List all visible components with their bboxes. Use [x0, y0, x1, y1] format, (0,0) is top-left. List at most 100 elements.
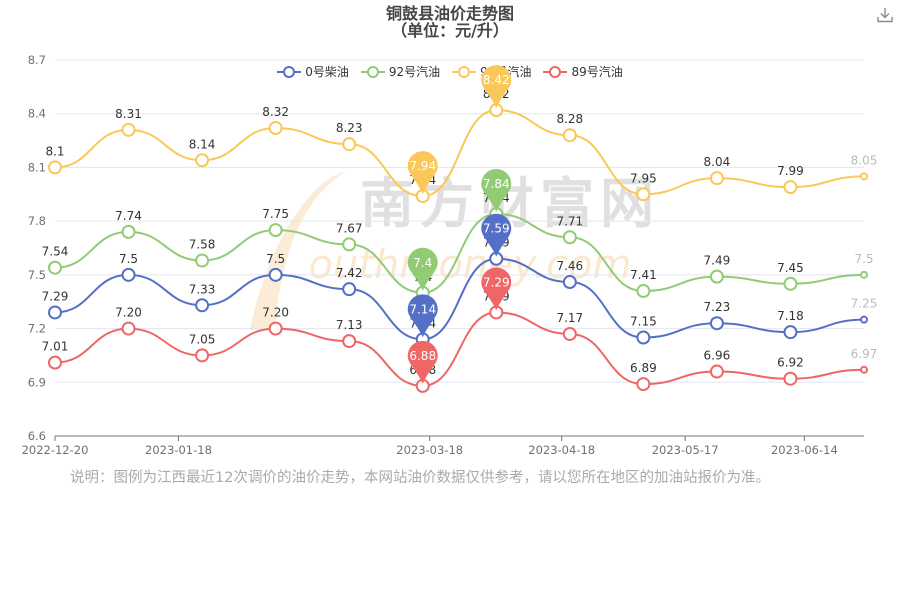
- y-tick-label: 8.4: [28, 107, 46, 121]
- x-tick-label: 2023-01-18: [145, 443, 212, 457]
- data-point: [636, 187, 651, 202]
- markpoint-shape: [481, 168, 512, 212]
- data-label: 7.75: [262, 207, 289, 221]
- data-label: 7.5: [119, 252, 138, 266]
- x-tick-label: 2023-04-18: [528, 443, 595, 457]
- data-label: 8.1: [45, 144, 64, 158]
- markpoint-shape: [481, 267, 512, 311]
- legend-swatch: [452, 65, 477, 78]
- data-point: [636, 330, 651, 345]
- markpoint-label: 7.84: [483, 177, 510, 191]
- data-point: [342, 137, 357, 152]
- markpoint-label: 7.59: [483, 222, 510, 236]
- data-point: [860, 270, 868, 279]
- data-point: [562, 128, 577, 143]
- data-point: [709, 171, 724, 186]
- y-tick-label: 8.1: [28, 160, 46, 174]
- markpoint-pin: 7.84: [481, 168, 512, 212]
- data-point: [562, 326, 577, 341]
- data-point: [860, 315, 868, 324]
- data-point: [195, 253, 210, 268]
- data-point: [636, 377, 651, 392]
- data-point: [562, 230, 577, 245]
- markpoint-shape: [481, 213, 512, 257]
- markpoint-pin: 7.29: [481, 267, 512, 311]
- data-label: 8.05: [851, 153, 878, 167]
- legend-label: 0号柴油: [305, 65, 349, 79]
- data-label: 7.18: [777, 309, 804, 323]
- x-tick-label: 2022-12-20: [22, 443, 89, 457]
- data-label: 8.28: [556, 112, 583, 126]
- legend-item[interactable]: 89号汽油: [543, 63, 623, 80]
- data-label: 8.04: [704, 155, 731, 169]
- legend-item[interactable]: 0号柴油: [277, 63, 349, 80]
- data-point: [268, 267, 283, 282]
- data-label: 7.95: [630, 171, 657, 185]
- data-label: 7.45: [777, 261, 804, 275]
- data-label: 8.23: [336, 121, 363, 135]
- series-line: [54, 311, 865, 387]
- data-label: 7.33: [189, 282, 216, 296]
- markpoint-label: 8.42: [483, 73, 510, 87]
- data-point: [709, 269, 724, 284]
- y-tick-label: 8.7: [28, 53, 46, 67]
- markpoint-label: 7.29: [483, 275, 510, 289]
- data-label: 8.32: [262, 105, 289, 119]
- data-point: [268, 223, 283, 238]
- data-label: 7.74: [115, 209, 142, 223]
- data-point: [860, 365, 868, 374]
- data-label: 7.5: [266, 252, 285, 266]
- data-point: [195, 298, 210, 313]
- data-point: [783, 180, 798, 195]
- data-point: [121, 267, 136, 282]
- markpoint-pin: 7.14: [407, 294, 438, 338]
- legend-swatch: [360, 65, 385, 78]
- data-label: 7.15: [630, 315, 657, 329]
- markpoint-shape: [407, 294, 438, 338]
- legend-label: 89号汽油: [571, 65, 623, 79]
- markpoint-pin: 7.94: [407, 151, 438, 195]
- watermark-url: outhmoney.com: [309, 242, 632, 288]
- markpoint-label: 6.88: [409, 349, 436, 363]
- markpoint-label: 7.14: [409, 302, 436, 316]
- data-point: [48, 355, 62, 370]
- data-label: 7.01: [42, 340, 69, 354]
- data-point: [121, 122, 136, 137]
- download-icon[interactable]: [876, 6, 894, 24]
- data-point: [636, 283, 651, 298]
- data-label: 7.54: [42, 245, 69, 259]
- data-point: [342, 334, 357, 349]
- data-point: [860, 172, 868, 181]
- markpoint-shape: [407, 247, 438, 291]
- data-label: 7.17: [556, 311, 583, 325]
- data-label: 7.46: [556, 259, 583, 273]
- x-tick-label: 2023-05-17: [652, 443, 719, 457]
- data-point: [342, 282, 357, 297]
- data-label: 7.5: [854, 252, 873, 266]
- data-label: 7.99: [777, 164, 804, 178]
- legend-swatch: [543, 65, 568, 78]
- data-point: [121, 321, 136, 336]
- chart-title: 铜鼓县油价走势图: [385, 4, 514, 23]
- data-point: [783, 325, 798, 340]
- data-label: 7.20: [115, 306, 142, 320]
- markpoint-shape: [407, 340, 438, 384]
- y-tick-label: 6.6: [28, 429, 46, 443]
- legend-label: 92号汽油: [388, 65, 441, 79]
- markpoint-pin: 7.4: [407, 247, 438, 291]
- y-tick-label: 7.2: [28, 322, 46, 336]
- data-label: 7.05: [189, 332, 216, 346]
- markpoint-pin: 7.59: [481, 213, 512, 257]
- data-label: 7.23: [704, 300, 731, 314]
- data-label: 7.25: [851, 297, 878, 311]
- x-tick-label: 2023-03-18: [396, 443, 463, 457]
- data-point: [342, 237, 357, 252]
- data-point: [48, 160, 62, 175]
- data-label: 7.67: [336, 221, 363, 235]
- legend-item[interactable]: 92号汽油: [360, 63, 441, 80]
- data-label: 6.92: [777, 356, 804, 370]
- data-point: [268, 121, 283, 136]
- chart-grid: [55, 59, 864, 437]
- data-point: [562, 275, 577, 290]
